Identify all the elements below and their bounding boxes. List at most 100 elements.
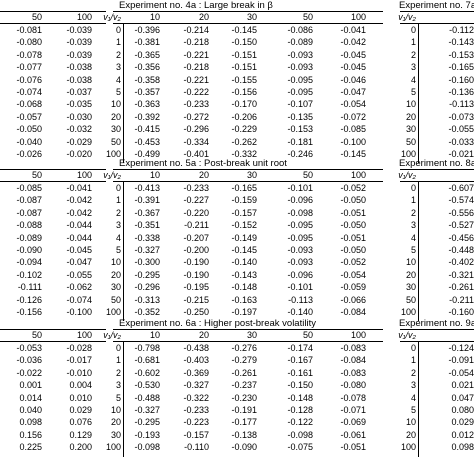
table-cell: -0.054 <box>340 269 366 280</box>
mid-column-header: 20 <box>198 12 209 22</box>
left-table-cell: -0.088 <box>16 220 42 231</box>
left-table-cell: -0.102 <box>16 269 42 280</box>
table-cell: -0.098 <box>287 429 313 440</box>
mid-column-header: 20 <box>198 330 209 340</box>
left-column-header: 50 <box>31 170 42 180</box>
table-cell: -0.211 <box>449 294 474 305</box>
mid-table-rule <box>113 329 383 330</box>
row-label: 0 <box>410 25 416 35</box>
table-cell: -0.051 <box>340 207 366 218</box>
mid-table-divider <box>123 181 124 322</box>
table-cell: -0.145 <box>340 149 366 159</box>
table-cell: -0.163 <box>231 294 257 305</box>
left-table-cell: -0.030 <box>66 111 92 122</box>
left-table-cell: -0.077 <box>16 62 42 73</box>
table-cell: -0.150 <box>231 37 257 48</box>
table-cell: -0.170 <box>231 99 257 110</box>
row-label: 20 <box>110 269 121 280</box>
row-label: 20 <box>405 111 416 122</box>
left-table-rule <box>0 169 106 170</box>
left-table-rule <box>0 181 106 182</box>
left-column-header: 50 <box>31 330 42 340</box>
table-cell: -0.113 <box>449 99 474 110</box>
row-label: 20 <box>110 417 121 428</box>
table-cell: -0.084 <box>340 307 366 317</box>
row-label: 10 <box>405 257 416 268</box>
table-cell: -0.295 <box>134 269 160 280</box>
table-cell: -0.084 <box>340 355 366 366</box>
table-cell: -0.246 <box>287 149 313 159</box>
table-cell: -0.135 <box>287 111 313 122</box>
table-cell: -0.096 <box>287 195 313 206</box>
table-cell: -0.381 <box>134 37 160 48</box>
row-label: 10 <box>110 405 121 415</box>
table-cell: -0.233 <box>183 183 209 193</box>
table-cell: -0.101 <box>287 183 313 193</box>
row-label: 20 <box>110 111 121 122</box>
row-label: 5 <box>115 87 121 97</box>
row-label: 1 <box>410 37 416 48</box>
row-label: 3 <box>115 380 121 391</box>
table-cell: 0.098 <box>451 442 474 453</box>
mid-column-header: 100 <box>350 170 366 180</box>
row-label: 1 <box>115 195 121 206</box>
table-cell: -0.143 <box>231 269 257 280</box>
left-table-cell: -0.045 <box>66 245 92 255</box>
table-cell: -0.066 <box>340 294 366 305</box>
table-cell: -0.392 <box>134 111 160 122</box>
table-cell: -0.095 <box>287 232 313 243</box>
table-cell: -0.218 <box>183 62 209 73</box>
left-table-cell: -0.029 <box>66 136 92 147</box>
table-cell: -0.233 <box>183 99 209 110</box>
left-table-cell: -0.053 <box>16 343 42 353</box>
table-cell: -0.107 <box>287 99 313 110</box>
mid-column-header: 10 <box>149 12 160 22</box>
row-label: 10 <box>405 99 416 110</box>
table-cell: -0.156 <box>231 87 257 97</box>
table-cell: -0.089 <box>287 37 313 48</box>
table-cell: -0.174 <box>287 343 313 353</box>
right-table-rule <box>400 181 474 182</box>
left-column-header: 100 <box>76 170 92 180</box>
left-table-cell: -0.126 <box>16 294 42 305</box>
row-label: 4 <box>410 74 416 85</box>
row-header-label: v₁/v₂ <box>103 170 121 180</box>
table-cell: -0.069 <box>340 417 366 428</box>
table-cell: -0.453 <box>134 136 160 147</box>
table-cell: -0.083 <box>340 343 366 353</box>
table-cell: -0.093 <box>287 62 313 73</box>
table-cell: -0.415 <box>134 124 160 135</box>
right-table-rule <box>400 11 474 12</box>
table-cell: -0.448 <box>448 245 474 255</box>
table-cell: -0.165 <box>231 183 257 193</box>
table-cell: -0.136 <box>448 87 474 97</box>
table-cell: -0.197 <box>231 307 257 317</box>
row-label: 0 <box>410 343 416 353</box>
table-cell: -0.090 <box>231 442 257 453</box>
table-cell: -0.218 <box>183 37 209 48</box>
table-cell: -0.357 <box>134 87 160 97</box>
left-table-cell: -0.041 <box>66 183 92 193</box>
row-label: 0 <box>410 183 416 193</box>
mid-column-header: 30 <box>246 12 257 22</box>
row-label: 2 <box>410 367 416 378</box>
left-table-cell: 0.001 <box>19 380 42 391</box>
table-cell: -0.085 <box>340 124 366 135</box>
table-cell: -0.190 <box>183 269 209 280</box>
table-cell: -0.165 <box>448 62 474 73</box>
row-label: 10 <box>110 99 121 110</box>
table-cell: -0.351 <box>134 220 160 231</box>
table-cell: -0.327 <box>134 405 160 415</box>
table-cell: -0.401 <box>183 149 209 159</box>
table-cell: -0.681 <box>134 355 160 366</box>
mid-column-header: 10 <box>149 170 160 180</box>
mid-column-header: 20 <box>198 170 209 180</box>
table-cell: -0.279 <box>231 355 257 366</box>
left-table-cell: -0.038 <box>66 62 92 73</box>
table-cell: -0.083 <box>340 367 366 378</box>
table-cell: -0.051 <box>340 442 366 453</box>
row-label: 4 <box>410 232 416 243</box>
table-cell: -0.321 <box>448 269 474 280</box>
table-cell: -0.272 <box>183 111 209 122</box>
row-label: 10 <box>110 257 121 268</box>
